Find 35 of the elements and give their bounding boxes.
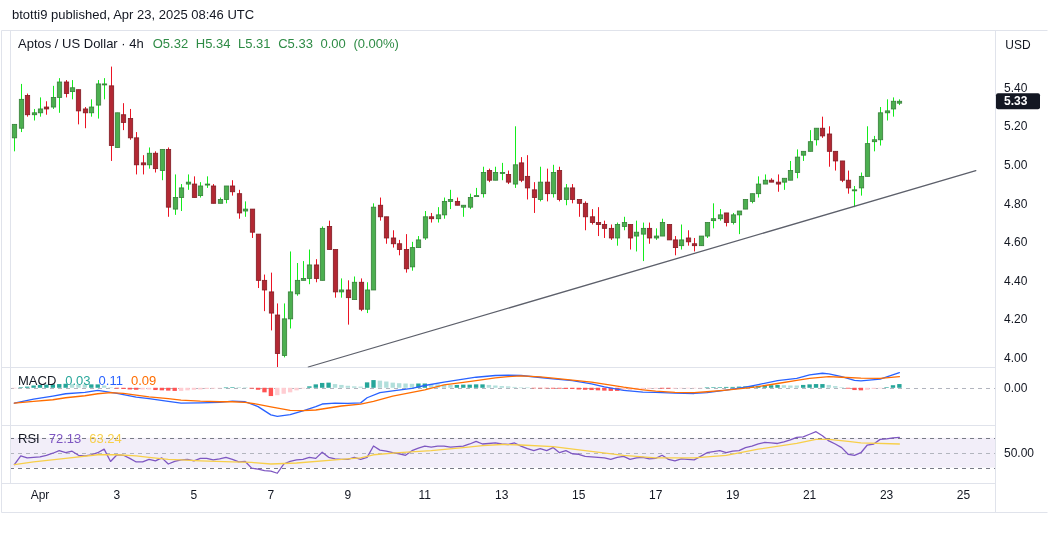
x-tick-label: 19 [725, 487, 740, 502]
x-tick-label: 5 [190, 487, 198, 502]
x-tick-label: 13 [495, 487, 509, 502]
chart-title: MACD [18, 372, 57, 388]
text: btotti9 published, Apr 23, 2025 08:46 UTC [12, 6, 255, 22]
annotation: 63.24 [89, 430, 122, 446]
y-axis-title: USD [1005, 38, 1031, 53]
x-tick-label: Apr [30, 487, 50, 502]
x-tick-label: 23 [879, 487, 894, 502]
y-tick-label: 4.40 [1004, 273, 1028, 288]
annotation: 0.09 [130, 372, 157, 388]
y-tick-label: 4.80 [1004, 196, 1028, 211]
x-tick-label: 7 [267, 487, 275, 502]
text: 50.00 [1004, 445, 1035, 460]
y-tick-label: 4.20 [1004, 312, 1028, 327]
x-tick-label: 11 [418, 487, 432, 502]
x-tick-label: 17 [649, 487, 663, 502]
x-tick-label: 15 [572, 487, 586, 502]
x-tick-label: 25 [956, 487, 971, 502]
annotation: 72.13 [48, 430, 82, 446]
x-tick-label: 3 [113, 487, 121, 502]
y-tick-label: 5.40 [1004, 80, 1028, 95]
y-tick-label: 4.60 [1004, 235, 1028, 250]
ref-line-label: 0.00 [1004, 380, 1028, 395]
y-tick-label: 5.00 [1004, 158, 1028, 172]
x-tick-label: 21 [802, 487, 817, 502]
x-tick-label: 9 [344, 487, 352, 502]
annotation: 0.11 [98, 372, 123, 388]
text: 5.33 [1004, 94, 1028, 109]
annotation: 0.03 [65, 372, 91, 388]
chart-title: Aptos / US Dollar · 4h [18, 35, 144, 51]
y-tick-label: 5.20 [1004, 119, 1028, 134]
y-tick-label: 4.00 [1004, 350, 1028, 365]
chart-title: RSI [18, 430, 40, 446]
chart-subtitle: O5.32 H5.34 L5.31 C5.33 0.00 (0.00%) [152, 35, 399, 51]
